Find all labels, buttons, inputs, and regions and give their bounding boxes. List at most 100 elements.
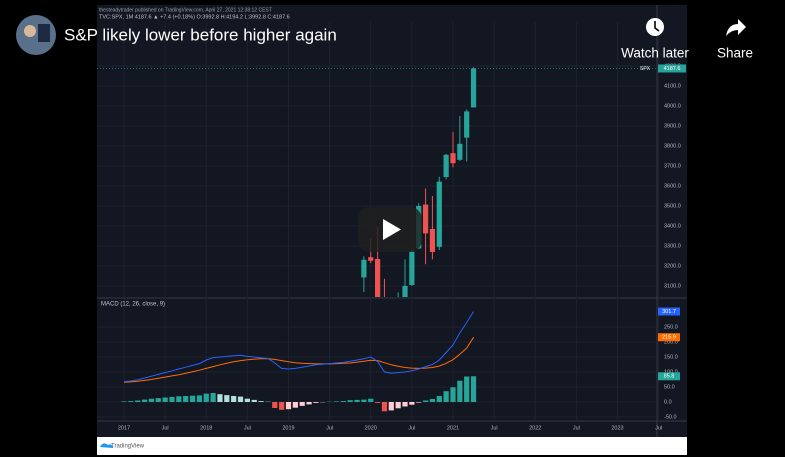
histogram-bar [155, 398, 161, 402]
time-label: 2019 [282, 425, 294, 431]
histogram-bar [374, 402, 381, 403]
histogram-bar [354, 399, 360, 402]
share-icon[interactable] [726, 19, 746, 36]
histogram-bar [347, 400, 353, 402]
time-label: Jul [162, 425, 169, 431]
last-price-label: 4187.6 [664, 66, 681, 72]
macd-tick-label: 200.0 [664, 339, 678, 345]
signal-line-value: 215.9 [662, 335, 676, 341]
time-label: Jul [491, 425, 498, 431]
symbol-line: TVC:SPX, 1M 4187.6 ▲ +7.4 (+0.18%) O:399… [99, 14, 290, 20]
time-label: Jul [655, 425, 662, 431]
time-label: Jul [326, 425, 333, 431]
histogram-bar [121, 401, 127, 402]
macd-line-value: 301.7 [662, 309, 676, 315]
price-tick-label: 3200.0 [664, 263, 681, 269]
histogram-bar [251, 399, 257, 402]
labels: 2017 Jul 2018 Jul 2019 Jul 2020 Jul 2021 Jul 2022 J… [97, 63, 686, 431]
macd-line-box [658, 307, 680, 316]
candle-body [422, 204, 429, 234]
histogram-box [658, 372, 680, 381]
histogram-bar [436, 396, 442, 402]
candle-body [464, 111, 470, 138]
time-label: 2018 [200, 425, 212, 431]
time-label: 2020 [365, 425, 377, 431]
signal-line-box [658, 333, 680, 342]
histogram-bar [258, 401, 264, 402]
macd-tick-label: 250.0 [664, 324, 678, 330]
histogram-bar [244, 398, 250, 402]
histogram-bar [169, 396, 175, 402]
histogram-bar [224, 395, 230, 402]
price-tick-label: 3700.0 [664, 163, 681, 169]
histogram-bar [402, 402, 408, 407]
price-tick-label: 3900.0 [664, 123, 681, 129]
histogram-bar [429, 399, 436, 402]
macd-tick-label: 150.0 [664, 354, 678, 360]
price-tick-label: 3300.0 [664, 243, 681, 249]
histogram-bar [395, 402, 401, 409]
histogram-bar [141, 399, 148, 402]
histogram-bar [416, 402, 422, 403]
last-price-box [658, 64, 686, 73]
time-label: 2017 [118, 425, 130, 431]
macd-tick-label: -50.0 [664, 414, 677, 420]
candle-body [429, 229, 436, 252]
share[interactable]: Share [717, 46, 753, 61]
price-tick-label: 3100.0 [664, 283, 681, 289]
candle-body [443, 154, 449, 177]
histogram-bar [306, 402, 312, 405]
time-label: 2023 [611, 425, 623, 431]
price-tick-label: 3400.0 [664, 223, 681, 229]
histogram-bar [272, 402, 278, 408]
price-tick-label: 3600.0 [664, 183, 681, 189]
histogram-bar [443, 391, 449, 402]
histogram-bar [340, 401, 346, 402]
video-title[interactable]: S&P likely lower before higher again [64, 25, 337, 44]
macd-tick-label: 0.0 [664, 399, 672, 405]
histogram-bar [313, 402, 319, 403]
macd-pane [121, 311, 477, 412]
macd-line [123, 311, 475, 383]
watch-later[interactable]: Watch later [621, 46, 689, 61]
candle-body [457, 143, 463, 160]
histogram-bar [189, 395, 196, 402]
histogram-bar [231, 396, 237, 402]
candle-body [450, 153, 456, 164]
histogram-bar [128, 401, 134, 402]
candle-body [374, 259, 381, 297]
histogram-bar [333, 401, 340, 402]
histogram-bar [422, 400, 429, 402]
histogram-bar [381, 402, 388, 412]
histogram-bar [210, 393, 216, 402]
histogram-bar [196, 395, 202, 402]
macd-tick-label: 50.0 [664, 384, 675, 390]
histogram-bar [176, 396, 182, 402]
price-tick-label: 4000.0 [664, 103, 681, 109]
candle-body [436, 181, 442, 247]
candle-body [361, 259, 367, 278]
watch-later-icon[interactable] [646, 18, 664, 36]
channel-avatar[interactable] [16, 15, 56, 55]
time-label: Jul [408, 425, 415, 431]
signal-line [123, 336, 475, 383]
histogram-bar [203, 393, 209, 402]
candle-body [402, 286, 408, 297]
histogram-bar [409, 402, 415, 405]
histogram-bar [368, 398, 374, 402]
play-button[interactable] [358, 207, 422, 252]
candle-body [409, 251, 415, 285]
histogram-bar [148, 398, 155, 402]
symbol-tag: SPX [640, 66, 651, 72]
histogram-bar [292, 402, 298, 408]
candle-body [470, 68, 477, 108]
histogram-bar [237, 396, 244, 402]
histogram-bar [183, 396, 189, 402]
histogram-value: 85.8 [664, 374, 675, 380]
grid [97, 22, 660, 421]
histogram-bar [299, 402, 305, 406]
macd-label: MACD (12, 26, close, 9) [101, 302, 165, 308]
histogram-bar [361, 399, 367, 402]
